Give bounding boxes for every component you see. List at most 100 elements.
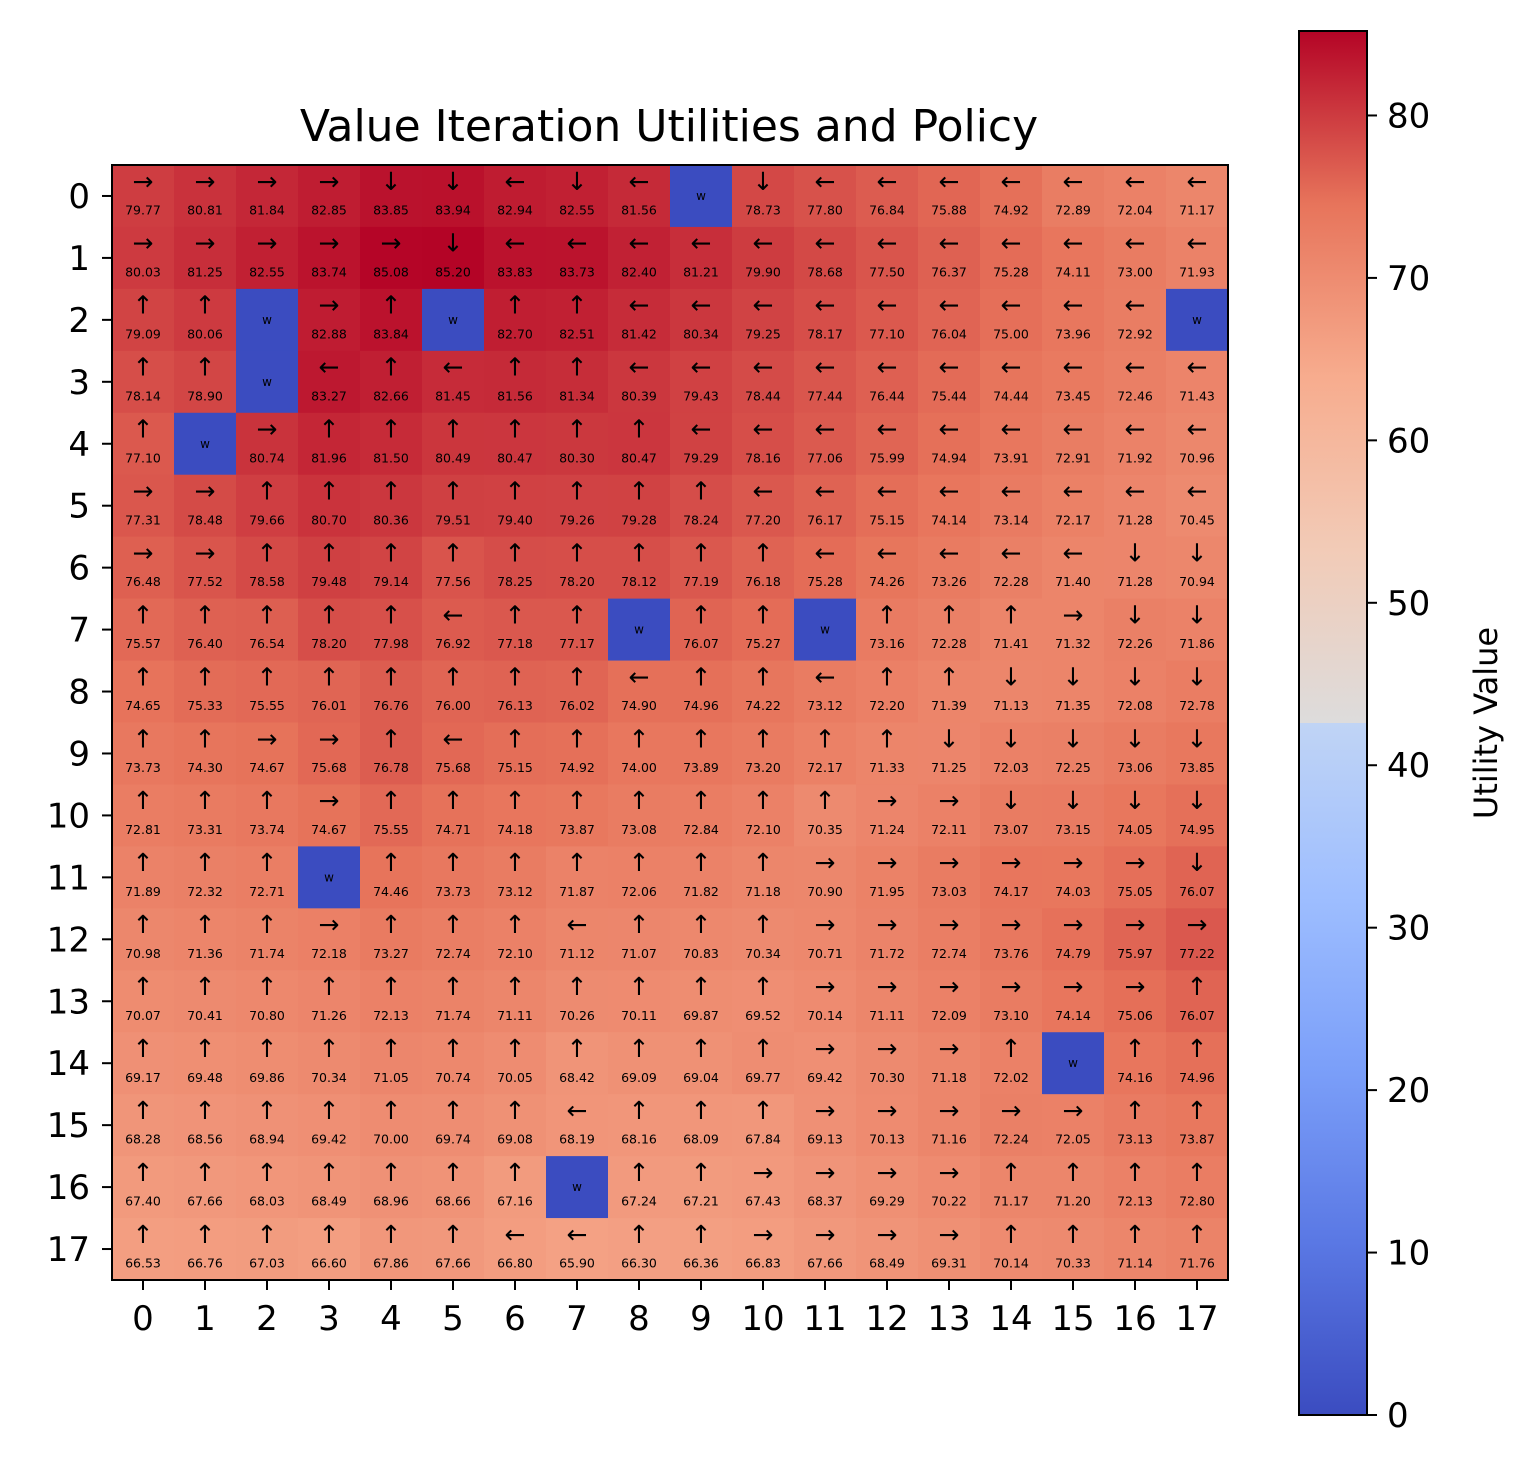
utility-value-label: 73.45 <box>1055 388 1091 403</box>
utility-value-label: 81.21 <box>683 265 719 280</box>
heatmap-cell <box>546 970 609 1033</box>
heatmap-cell <box>236 908 299 971</box>
heatmap-cell <box>794 784 857 847</box>
policy-arrow: ↑ <box>381 538 402 567</box>
utility-value-label: 82.66 <box>373 388 409 403</box>
policy-arrow: ← <box>1125 415 1146 444</box>
policy-arrow: ↑ <box>753 786 774 815</box>
heatmap-cell <box>174 970 237 1033</box>
policy-arrow: ↑ <box>133 910 154 939</box>
utility-value-label: 70.45 <box>1179 512 1215 527</box>
policy-arrow: ↑ <box>877 724 898 753</box>
heatmap-cell <box>918 908 981 971</box>
y-tick-label: 7 <box>68 611 90 651</box>
utility-value-label: 82.85 <box>311 203 347 218</box>
policy-arrow: ↓ <box>1187 848 1208 877</box>
heatmap-cell <box>484 1032 547 1095</box>
utility-value-label: 81.56 <box>497 388 533 403</box>
policy-arrow: ↑ <box>505 1158 526 1187</box>
heatmap-cell <box>1042 350 1105 414</box>
policy-arrow: ← <box>1187 415 1208 444</box>
heatmap-cell <box>484 1094 547 1157</box>
utility-value-label: 72.20 <box>869 698 905 713</box>
heatmap-cell <box>360 908 423 971</box>
heatmap-cell <box>608 1032 671 1095</box>
heatmap-cell <box>112 412 175 476</box>
heatmap-cell <box>112 1218 175 1281</box>
utility-value-label: 73.03 <box>931 884 967 899</box>
policy-arrow: ↑ <box>629 477 650 506</box>
heatmap-cell <box>1104 288 1167 352</box>
policy-arrow: ↑ <box>567 415 588 444</box>
heatmap-cell <box>980 1156 1043 1219</box>
utility-value-label: 80.74 <box>249 450 285 465</box>
policy-arrow: ↑ <box>319 1096 340 1125</box>
policy-arrow: ↑ <box>505 848 526 877</box>
utility-value-label: 70.34 <box>311 1070 347 1085</box>
policy-arrow: ← <box>753 229 774 258</box>
utility-value-label: 73.00 <box>1117 265 1153 280</box>
policy-arrow: → <box>815 1220 836 1249</box>
utility-value-label: 68.09 <box>683 1132 719 1147</box>
utility-value-label: 65.90 <box>559 1256 595 1271</box>
utility-value-label: 76.48 <box>125 574 161 589</box>
policy-arrow: ↑ <box>505 662 526 691</box>
heatmap-cell <box>546 846 609 909</box>
utility-value-label: 80.47 <box>621 450 657 465</box>
utility-value-label: 72.17 <box>807 760 843 775</box>
policy-arrow: ↓ <box>443 229 464 258</box>
policy-arrow: ↓ <box>1063 786 1084 815</box>
utility-value-label: 71.12 <box>559 946 595 961</box>
heatmap-cell <box>236 1094 299 1157</box>
utility-value-label: 71.16 <box>931 1132 967 1147</box>
heatmap-cell <box>918 165 981 228</box>
heatmap-cell <box>546 722 609 786</box>
policy-arrow: → <box>877 848 898 877</box>
utility-value-label: 79.28 <box>621 512 657 527</box>
utility-value-label: 73.06 <box>1117 760 1153 775</box>
heatmap-cell <box>794 908 857 971</box>
policy-arrow: → <box>939 1220 960 1249</box>
utility-value-label: 77.56 <box>435 574 471 589</box>
heatmap-cell <box>546 784 609 847</box>
heatmap-cell <box>794 970 857 1033</box>
heatmap-cell <box>856 1218 919 1281</box>
heatmap-cell <box>360 1094 423 1157</box>
policy-arrow: ↑ <box>1125 1034 1146 1063</box>
utility-value-label: 73.31 <box>187 822 223 837</box>
utility-value-label: 71.28 <box>1117 512 1153 527</box>
heatmap-cell <box>918 288 981 352</box>
utility-value-label: 71.13 <box>993 698 1029 713</box>
policy-arrow: ← <box>1187 229 1208 258</box>
policy-arrow: ↑ <box>567 786 588 815</box>
policy-arrow: → <box>1063 848 1084 877</box>
utility-value-label: 72.71 <box>249 884 285 899</box>
utility-value-label: 73.16 <box>869 636 905 651</box>
policy-arrow: ← <box>877 229 898 258</box>
policy-arrow: ↑ <box>381 910 402 939</box>
x-tick-label: 3 <box>318 1299 340 1339</box>
heatmap-cell <box>236 784 299 847</box>
policy-arrow: ← <box>939 229 960 258</box>
utility-value-label: 72.80 <box>1179 1194 1215 1209</box>
heatmap-cell <box>856 1032 919 1095</box>
utility-value-label: 73.87 <box>1179 1132 1215 1147</box>
policy-arrow: ← <box>877 538 898 567</box>
policy-arrow: ← <box>939 291 960 320</box>
policy-arrow: ↑ <box>505 415 526 444</box>
policy-arrow: ↓ <box>753 167 774 196</box>
policy-arrow: ↑ <box>195 1158 216 1187</box>
heatmap-cell <box>856 412 919 476</box>
heatmap-cell <box>112 598 175 662</box>
wall-cell <box>670 165 733 228</box>
utility-value-label: 71.25 <box>931 760 967 775</box>
policy-arrow: ← <box>1125 291 1146 320</box>
policy-arrow: ↑ <box>567 477 588 506</box>
utility-value-label: 67.24 <box>621 1194 657 1209</box>
policy-arrow: → <box>1125 972 1146 1001</box>
policy-arrow: ← <box>691 229 712 258</box>
policy-arrow: ↑ <box>319 1158 340 1187</box>
policy-arrow: ← <box>691 415 712 444</box>
policy-arrow: ↑ <box>257 1220 278 1249</box>
utility-value-label: 80.81 <box>187 203 223 218</box>
